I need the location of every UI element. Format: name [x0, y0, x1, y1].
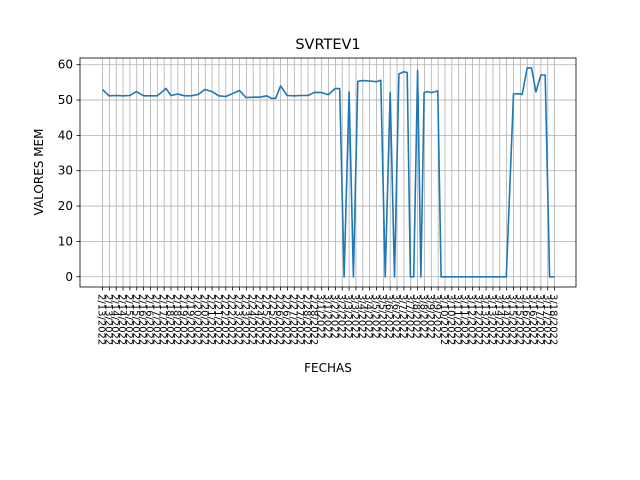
x-tick-label: 3/17/2022 [541, 294, 552, 345]
x-tick-label: 3/8/2022 [411, 294, 422, 339]
x-tick-label: 3/15/2022 [507, 294, 518, 345]
x-tick-label: 3/7/2022 [397, 294, 408, 339]
x-tick-label: 2/24/2022 [253, 294, 264, 345]
chart-title: SVRTEV1 [295, 37, 360, 53]
x-tick-label: 2/26/2022 [274, 294, 285, 345]
x-tick-label: 2/13/2022 [102, 294, 113, 345]
x-tick-label: 2/18/2022 [171, 294, 182, 345]
x-axis: 2/13/20222/13/20222/14/20222/14/20222/15… [96, 287, 559, 345]
plot-frame [79, 57, 577, 288]
x-tick-label: 2/16/2022 [143, 294, 154, 345]
x-tick-label: 3/6/2022 [390, 294, 401, 339]
x-tick-label: 2/17/2022 [150, 294, 161, 345]
x-tick-label: 2/13/2022 [96, 294, 107, 345]
x-tick-label: 2/15/2022 [123, 294, 134, 345]
x-tick-label: 3/13/2022 [486, 294, 497, 345]
x-tick-label: 2/20/2022 [191, 294, 202, 345]
x-tick-label: 2/21/2022 [205, 294, 216, 345]
x-tick-label: 3/17/2022 [534, 294, 545, 345]
x-tick-label: 3/12/2022 [465, 294, 476, 345]
x-tick-label: 3/8/2022 [417, 294, 428, 339]
x-tick-label: 3/14/2022 [500, 294, 511, 345]
x-tick-label: 2/21/2022 [212, 294, 223, 345]
x-tick-label: 2/22/2022 [219, 294, 230, 345]
x-tick-label: 2/27/2022 [287, 294, 298, 345]
x-tick-label: 2/25/2022 [260, 294, 271, 345]
x-tick-label: 3/4/2022 [363, 294, 374, 339]
y-tick-label: 0 [65, 270, 73, 284]
x-tick-label: 3/12/2022 [472, 294, 483, 345]
x-tick-label: 3/15/2022 [513, 294, 524, 345]
x-tick-label: 2/27/2022 [294, 294, 305, 345]
series-group [101, 67, 555, 278]
x-tick-label: 3/18/2022 [548, 294, 559, 345]
x-tick-label: 3/14/2022 [493, 294, 504, 345]
x-tick-label: 2/18/2022 [164, 294, 175, 345]
x-tick-label: 3/1/2022 [315, 294, 326, 339]
x-tick-label: 3/1/2022 [322, 294, 333, 339]
x-tick-label: 3/5/2022 [370, 294, 381, 339]
y-tick-label: 10 [58, 234, 73, 248]
x-axis-title: FECHAS [304, 361, 352, 375]
x-tick-label: 2/28/2022 [301, 294, 312, 345]
x-tick-label: 2/14/2022 [116, 294, 127, 345]
y-tick-label: 50 [58, 93, 73, 107]
y-tick-label: 60 [58, 58, 73, 72]
x-tick-label: 3/6/2022 [383, 294, 394, 339]
x-tick-label: 2/20/2022 [198, 294, 209, 345]
x-tick-label: 3/11/2022 [459, 294, 470, 345]
y-axis-title: VALORES MEM [32, 129, 46, 216]
series-line [101, 67, 555, 278]
y-tick-label: 20 [58, 199, 73, 213]
x-tick-label: 2/24/2022 [246, 294, 257, 345]
x-tick-label: 3/4/2022 [356, 294, 367, 339]
x-tick-label: 2/28/2022 [308, 294, 319, 345]
x-tick-label: 2/26/2022 [280, 294, 291, 345]
x-tick-label: 3/2/2022 [328, 294, 339, 339]
x-tick-label: 3/9/2022 [431, 294, 442, 339]
x-tick-label: 2/19/2022 [185, 294, 196, 345]
x-tick-label: 2/17/2022 [157, 294, 168, 345]
x-tick-label: 2/19/2022 [178, 294, 189, 345]
x-tick-label: 2/22/2022 [226, 294, 237, 345]
x-tick-label: 3/9/2022 [424, 294, 435, 339]
x-tick-label: 3/7/2022 [404, 294, 415, 339]
x-tick-label: 3/11/2022 [452, 294, 463, 345]
x-tick-label: 2/25/2022 [267, 294, 278, 345]
x-tick-label: 3/16/2022 [527, 294, 538, 345]
y-tick-label: 30 [58, 164, 73, 178]
x-tick-label: 2/23/2022 [239, 294, 250, 345]
x-tick-label: 3/3/2022 [349, 294, 360, 339]
x-tick-label: 3/10/2022 [438, 294, 449, 345]
x-tick-label: 2/23/2022 [233, 294, 244, 345]
grid [80, 58, 576, 287]
x-tick-label: 3/5/2022 [376, 294, 387, 339]
y-axis: 0 10 20 30 40 50 60 [58, 58, 80, 284]
x-tick-label: 3/16/2022 [520, 294, 531, 345]
x-tick-label: 3/10/2022 [445, 294, 456, 345]
x-tick-label: 3/3/2022 [342, 294, 353, 339]
y-tick-label: 40 [58, 128, 73, 142]
x-tick-label: 3/2/2022 [335, 294, 346, 339]
x-tick-label: 3/13/2022 [479, 294, 490, 345]
x-tick-label: 2/16/2022 [137, 294, 148, 345]
x-tick-label: 2/15/2022 [130, 294, 141, 345]
x-tick-label: 2/14/2022 [109, 294, 120, 345]
